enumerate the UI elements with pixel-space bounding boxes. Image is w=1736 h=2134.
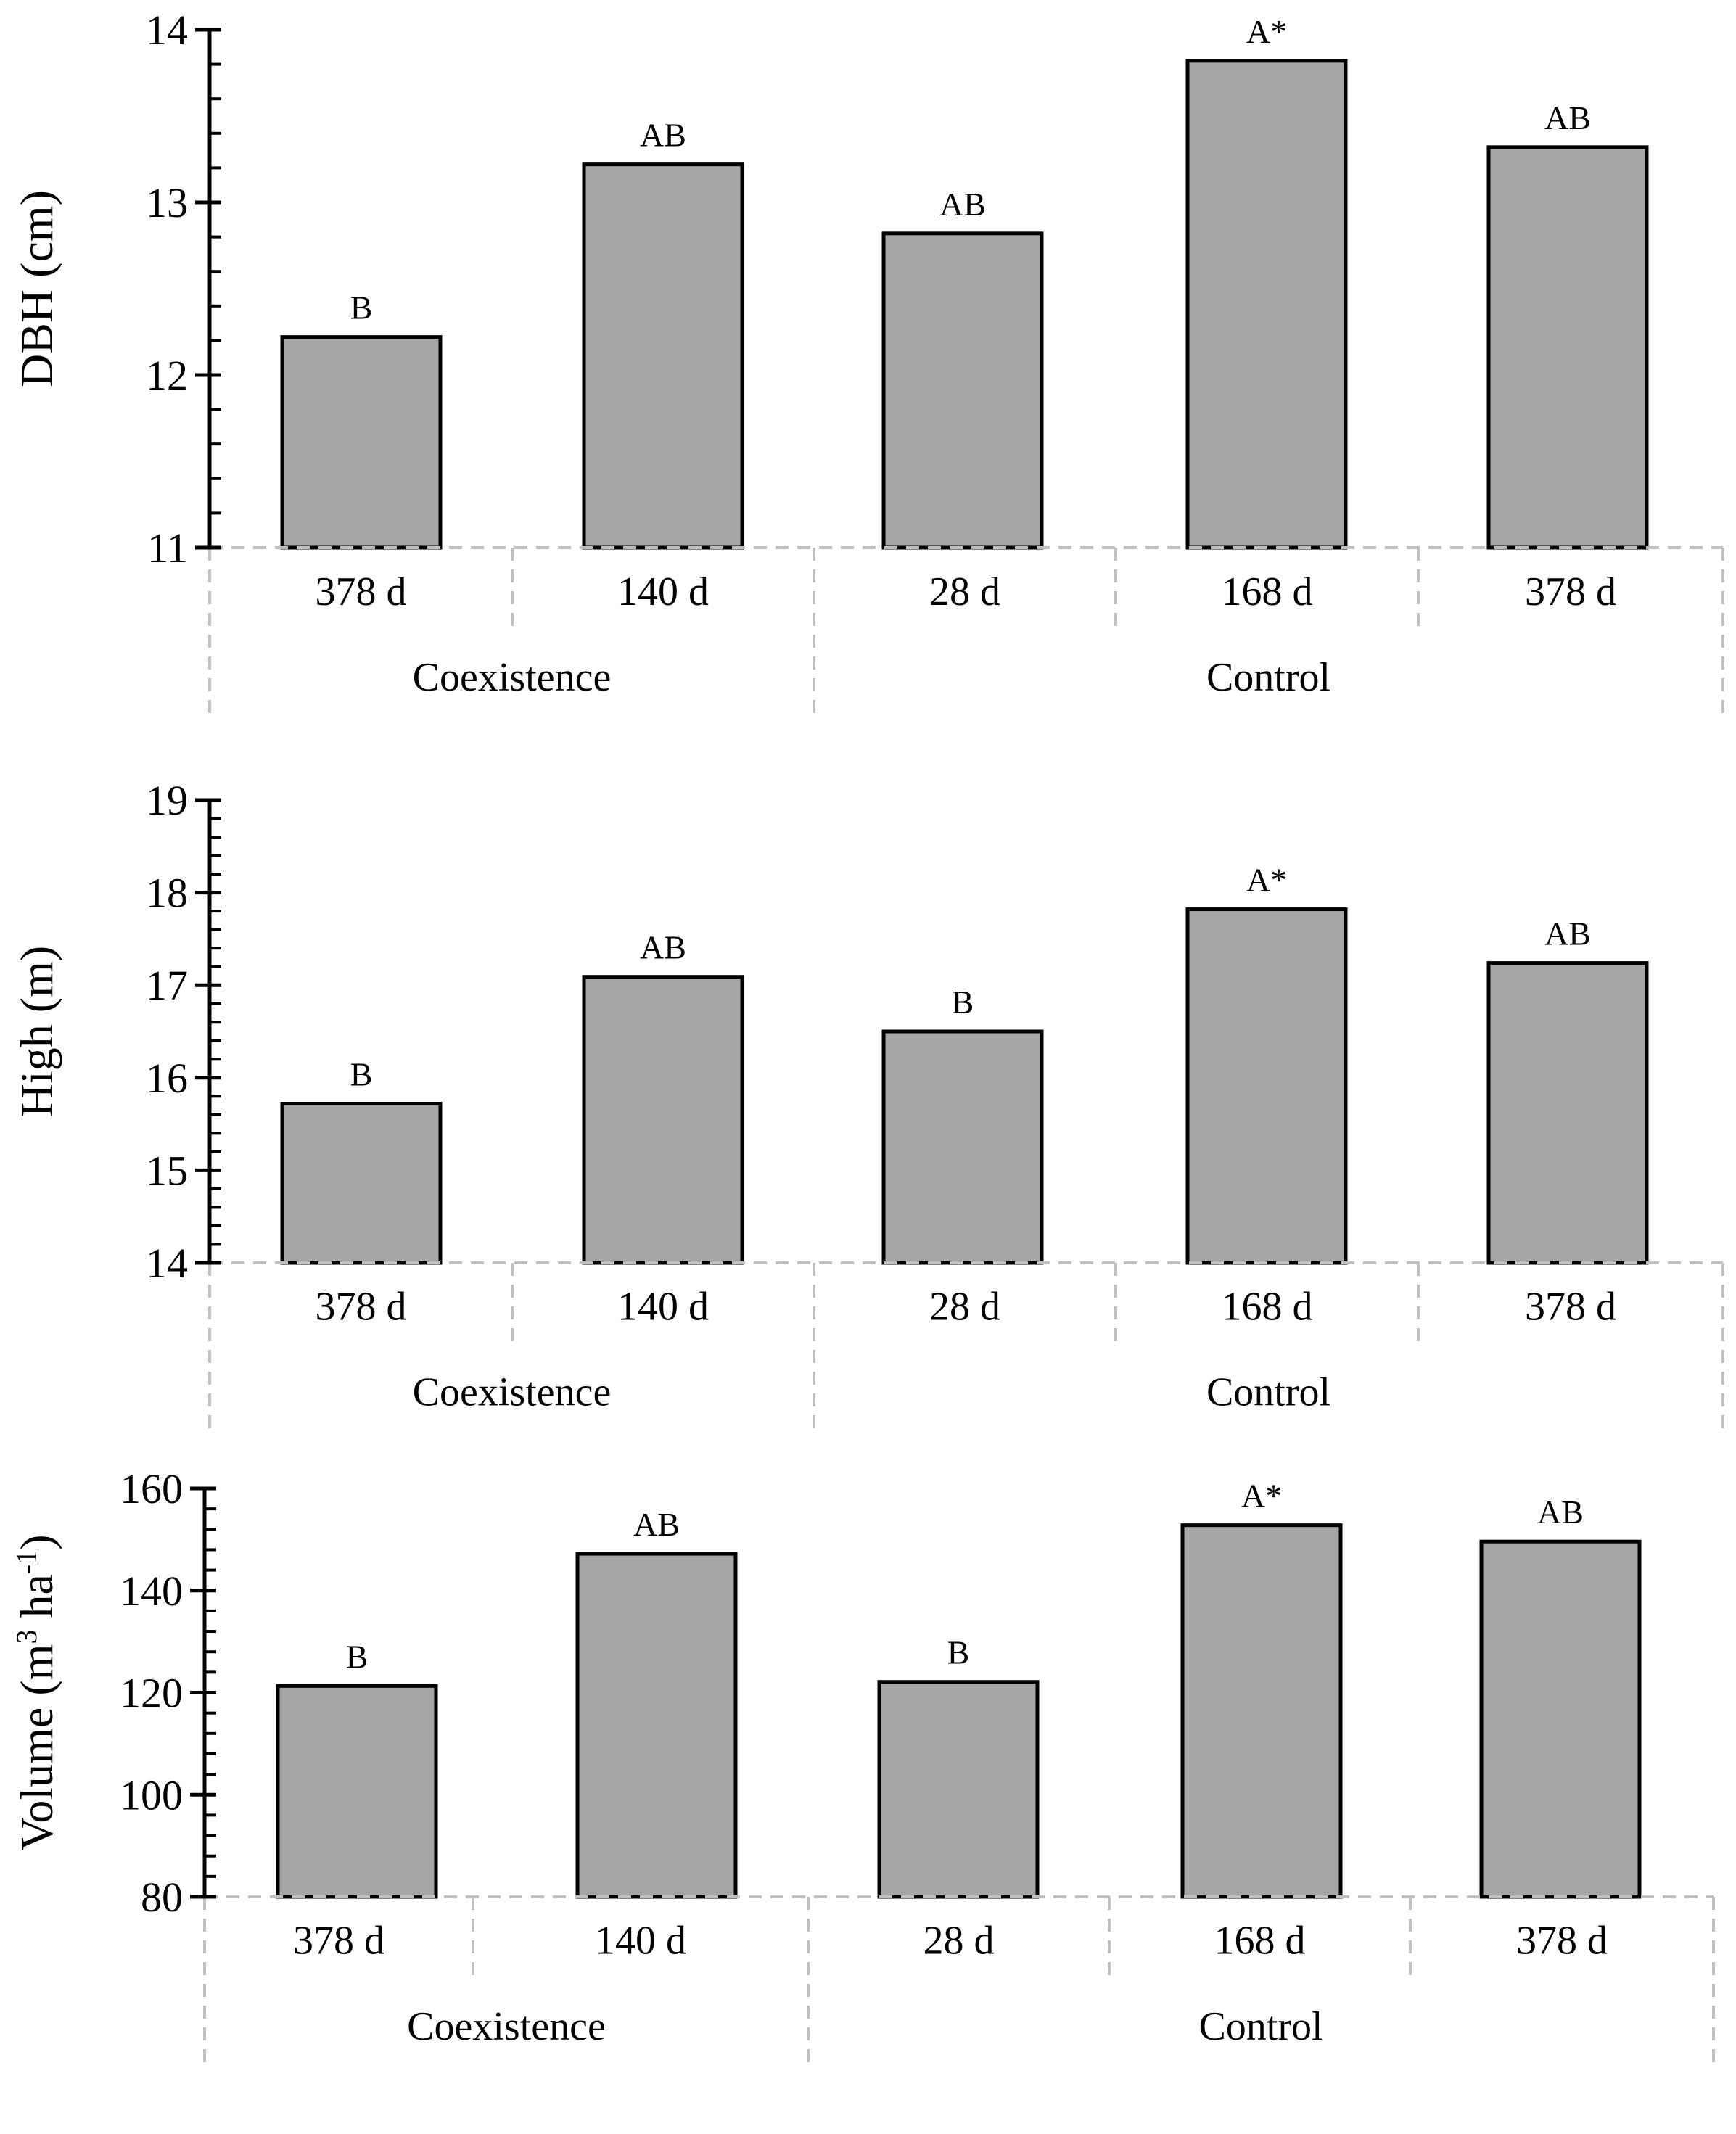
- bar-significance-label: AB: [1544, 915, 1591, 952]
- bar-significance-label: AB: [640, 117, 686, 154]
- x-tick-label: 378 d: [1525, 569, 1616, 614]
- bar: [575, 1552, 738, 1899]
- bar-significance-label: B: [952, 984, 974, 1021]
- bar: [881, 231, 1044, 550]
- y-tick-label: 14: [146, 7, 188, 54]
- y-tick-label: 11: [147, 524, 188, 572]
- x-tick-label: 140 d: [595, 1919, 686, 1964]
- y-tick-label: 15: [146, 1147, 188, 1194]
- bar: [582, 975, 744, 1265]
- x-tick-label: 28 d: [929, 1285, 1000, 1330]
- bar-significance-label: AB: [633, 1506, 680, 1543]
- bar-significance-label: AB: [640, 929, 686, 966]
- bar: [1479, 1539, 1642, 1899]
- bar: [280, 335, 443, 550]
- y-tick-label: 19: [146, 777, 188, 824]
- x-tick-label: 378 d: [293, 1919, 384, 1964]
- y-axis-title-part: ha: [11, 1574, 62, 1629]
- bar: [1185, 907, 1348, 1265]
- y-tick-label: 14: [146, 1240, 188, 1287]
- group-label: Control: [1206, 1370, 1330, 1415]
- bar: [877, 1680, 1040, 1899]
- x-tick-label: 28 d: [923, 1919, 995, 1964]
- x-tick-label: 140 d: [617, 569, 709, 614]
- bar-significance-label: B: [350, 289, 373, 326]
- bar: [582, 162, 744, 550]
- chart-panel-volume: B AB B A* AB 378 d 140 d 28 d 168 d 378 d Coexiste…: [10, 1465, 1715, 2069]
- y-tick-label: 140: [120, 1567, 183, 1615]
- y-tick-label: 17: [146, 962, 188, 1009]
- bar: [1180, 1523, 1343, 1899]
- x-tick-label: 378 d: [1516, 1919, 1608, 1964]
- group-label: Coexistence: [407, 2004, 606, 2049]
- bar-significance-label: A*: [1241, 1478, 1282, 1515]
- y-axis-title: DBH (cm): [11, 190, 62, 387]
- y-tick-label: 100: [120, 1771, 183, 1818]
- y-axis-title-superscript: 3: [10, 1630, 43, 1644]
- bar-significance-label: B: [350, 1056, 373, 1093]
- group-label: Control: [1198, 2004, 1322, 2049]
- y-axis-title-superscript: -1: [10, 1550, 43, 1574]
- x-tick-label: 140 d: [617, 1285, 709, 1330]
- x-tick-label: 168 d: [1214, 1919, 1306, 1964]
- y-tick-label: 12: [146, 352, 188, 399]
- group-label: Coexistence: [413, 655, 612, 700]
- bar: [881, 1029, 1044, 1265]
- y-axis-title-part: Volume (m: [11, 1644, 62, 1851]
- bar-significance-label: B: [346, 1638, 369, 1675]
- y-axis-title-part: ): [11, 1534, 62, 1549]
- y-tick-label: 160: [120, 1465, 183, 1512]
- y-tick-label: 16: [146, 1055, 188, 1102]
- bar-significance-label: AB: [939, 186, 986, 223]
- x-tick-label: 378 d: [316, 1285, 407, 1330]
- x-tick-label: 168 d: [1222, 569, 1313, 614]
- bar-significance-label: AB: [1537, 1494, 1584, 1531]
- y-tick-label: 80: [141, 1874, 183, 1921]
- bar-significance-label: B: [947, 1634, 970, 1671]
- bar: [1486, 961, 1649, 1265]
- bar-significance-label: A*: [1246, 862, 1287, 899]
- group-label: Control: [1206, 655, 1330, 700]
- x-tick-label: 378 d: [1525, 1285, 1616, 1330]
- bar: [1486, 145, 1649, 550]
- y-tick-label: 13: [146, 179, 188, 226]
- y-axis-title: Volume (m3 ha-1): [10, 1534, 63, 1850]
- bar: [280, 1102, 443, 1265]
- x-tick-label: 378 d: [316, 569, 407, 614]
- y-tick-label: 120: [120, 1670, 183, 1717]
- x-tick-label: 28 d: [929, 569, 1000, 614]
- bar: [276, 1684, 438, 1899]
- y-tick-label: 18: [146, 870, 188, 917]
- bar-significance-label: A*: [1246, 13, 1287, 50]
- bar-significance-label: AB: [1544, 99, 1591, 136]
- bar: [1185, 59, 1348, 550]
- y-axis-title: High (m): [11, 946, 62, 1117]
- group-label: Coexistence: [413, 1370, 612, 1415]
- x-tick-label: 168 d: [1222, 1285, 1313, 1330]
